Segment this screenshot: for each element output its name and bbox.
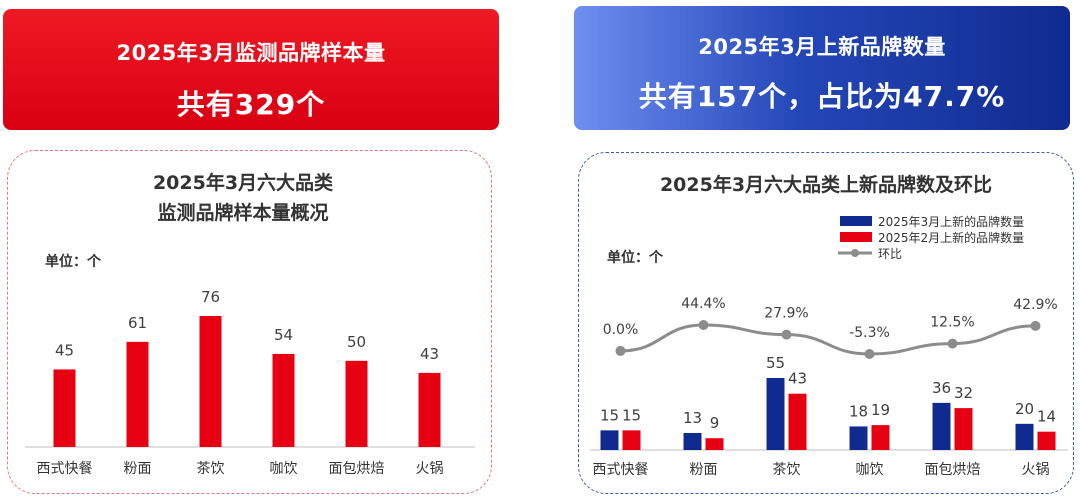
left-bar-5 <box>345 360 368 447</box>
right-unit-label: 单位：个 <box>607 249 664 266</box>
right-category-label: 火锅 <box>1022 462 1050 478</box>
right-category-label: 面包烘焙 <box>925 462 981 478</box>
left-category-label: 咖饮 <box>270 461 298 477</box>
new-brands-banner-title: 2025年3月上新品牌数量 <box>698 35 946 59</box>
mom-point-4 <box>864 349 875 359</box>
left-bar-value-label: 61 <box>128 314 147 332</box>
right-category-label: 茶饮 <box>773 462 801 478</box>
sample-size-banner-title: 2025年3月监测品牌样本量 <box>116 41 386 65</box>
right-bar-value-label: 32 <box>954 384 973 402</box>
left-bar-value-label: 43 <box>420 345 439 363</box>
left-category-label: 西式快餐 <box>37 461 93 477</box>
left-bar-3 <box>199 316 222 447</box>
mom-value-label: 27.9% <box>764 306 808 322</box>
march-bar-3 <box>766 378 785 450</box>
february-bar-5 <box>954 408 973 450</box>
right-bar-value-label: 20 <box>1015 400 1034 418</box>
new-brands-panel <box>578 152 1074 494</box>
february-bar-3 <box>788 393 807 450</box>
left-unit-label: 单位：个 <box>45 253 102 270</box>
left-category-label: 粉面 <box>124 461 152 477</box>
right-chart-title: 2025年3月六大品类上新品牌数及环比 <box>660 173 992 196</box>
legend-label-february: 2025年2月上新的品牌数量 <box>878 230 1024 245</box>
legend-swatch-march <box>840 216 872 226</box>
march-bar-5 <box>932 402 951 450</box>
february-bar-1 <box>622 430 641 450</box>
sample-size-banner: 2025年3月监测品牌样本量 共有329个 <box>3 9 499 130</box>
mom-value-label: 44.4% <box>681 296 725 312</box>
right-bar-value-label: 15 <box>600 406 619 424</box>
right-bar-value-label: 36 <box>932 379 951 397</box>
left-category-label: 火锅 <box>416 461 444 477</box>
march-bar-6 <box>1015 423 1034 450</box>
left-bar-value-label: 76 <box>201 288 220 306</box>
right-category-label: 西式快餐 <box>593 462 649 478</box>
left-category-label: 面包烘焙 <box>329 461 385 477</box>
march-bar-1 <box>600 430 619 450</box>
mom-value-label: -5.3% <box>849 325 890 341</box>
mom-point-3 <box>781 329 792 340</box>
left-bar-1 <box>53 369 76 447</box>
mom-point-5 <box>947 338 958 349</box>
left-bar-value-label: 45 <box>55 341 74 359</box>
mom-value-label: 0.0% <box>603 322 639 338</box>
mom-value-label: 12.5% <box>930 315 974 331</box>
left-category-label: 茶饮 <box>197 461 225 477</box>
february-bar-2 <box>705 438 724 450</box>
legend-label-march: 2025年3月上新的品牌数量 <box>878 214 1024 229</box>
mom-point-6 <box>1030 320 1041 331</box>
left-chart-title-line1: 2025年3月六大品类 <box>153 171 333 194</box>
mom-value-label: 42.9% <box>1013 297 1057 313</box>
right-bar-value-label: 13 <box>683 409 702 427</box>
legend-swatch-february <box>840 232 872 242</box>
right-bar-value-label: 14 <box>1037 408 1056 426</box>
right-bar-value-label: 15 <box>622 406 641 424</box>
february-bar-4 <box>871 425 890 450</box>
mom-point-2 <box>698 320 709 330</box>
right-category-label: 咖饮 <box>856 462 884 478</box>
sample-size-banner-total: 共有329个 <box>176 88 326 121</box>
right-bar-value-label: 9 <box>710 414 720 432</box>
sample-size-panel <box>7 150 492 494</box>
left-bar-2 <box>126 341 149 447</box>
legend-label-mom: 环比 <box>878 247 902 261</box>
right-bar-value-label: 19 <box>871 401 890 419</box>
new-brands-banner-total: 共有157个，占比为47.7% <box>638 80 1006 113</box>
left-bar-4 <box>272 353 295 447</box>
left-bar-value-label: 50 <box>347 333 366 351</box>
legend-marker-mom <box>851 249 859 257</box>
right-category-label: 粉面 <box>690 462 718 478</box>
march-bar-4 <box>849 426 868 450</box>
left-bar-6 <box>418 372 441 447</box>
mom-point-1 <box>615 345 626 356</box>
right-bar-value-label: 43 <box>788 370 807 388</box>
left-bar-value-label: 54 <box>274 326 293 344</box>
right-bar-value-label: 55 <box>766 354 785 372</box>
mom-line <box>620 323 1036 356</box>
february-bar-6 <box>1037 431 1056 450</box>
left-chart-title-line2: 监测品牌样本量概况 <box>157 201 328 224</box>
new-brands-banner: 2025年3月上新品牌数量 共有157个，占比为47.7% <box>574 6 1070 130</box>
march-bar-2 <box>683 432 702 450</box>
right-bar-value-label: 18 <box>849 402 868 420</box>
